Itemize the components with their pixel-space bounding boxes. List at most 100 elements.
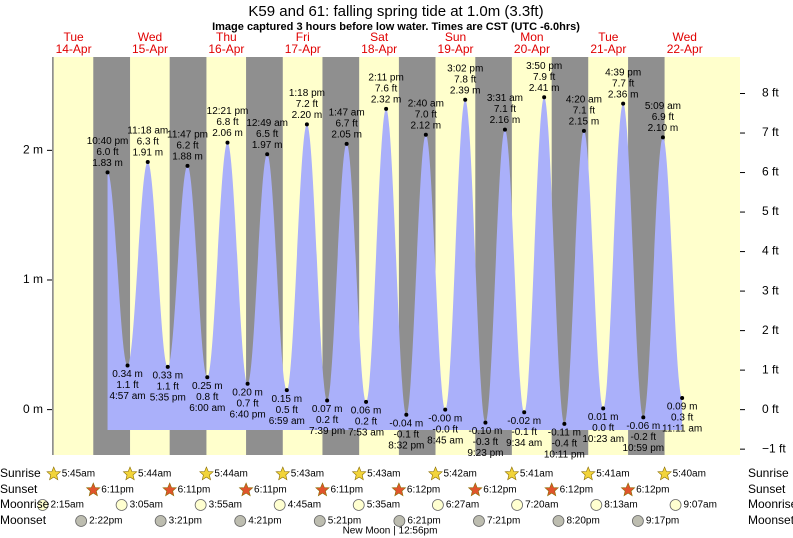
row-label-bg: [0, 467, 38, 481]
tide-label: 0.2 ft: [355, 416, 377, 427]
moon-icon: [669, 499, 682, 511]
event-time: 5:45am: [62, 469, 95, 480]
tide-label: 2.12 m: [411, 120, 442, 131]
tide-label: 6:00 am: [189, 403, 225, 414]
tide-point: [601, 406, 606, 411]
tide-label: 1.97 m: [252, 140, 283, 151]
tide-point: [660, 135, 665, 140]
day-date: 16-Apr: [208, 42, 244, 56]
day-name: Thu: [216, 30, 237, 44]
tide-label: 2.05 m: [331, 130, 362, 141]
tide-label: 3:31 am: [487, 93, 523, 104]
row-label-bg: [0, 498, 38, 512]
tide-label: 0.07 m: [312, 404, 343, 415]
row-label-bg: [0, 514, 38, 528]
row-label-right: Sunset: [748, 482, 786, 496]
tide-label: 6.3 ft: [137, 137, 159, 148]
y2-tick-label: 0 ft: [762, 402, 779, 416]
tide-point: [185, 163, 190, 168]
event-time: 5:41am: [520, 469, 553, 480]
tide-label: 5:09 am: [645, 101, 681, 112]
day-band: [53, 57, 94, 455]
moon-icon: [273, 499, 286, 511]
tide-label: 6.2 ft: [176, 141, 198, 152]
tide-label: 2.32 m: [371, 94, 402, 105]
tide-point: [105, 170, 110, 175]
tide-label: 6.7 ft: [336, 119, 358, 130]
tide-point: [245, 381, 250, 386]
tide-label: 6.8 ft: [216, 117, 238, 128]
day-date: 15-Apr: [132, 42, 168, 56]
sun-icon: [580, 466, 596, 481]
tide-label: 0.33 m: [152, 370, 183, 381]
day-name: Wed: [672, 30, 696, 44]
day-date: 17-Apr: [285, 42, 321, 56]
tide-label: 2.16 m: [490, 115, 521, 126]
tide-label: -0.06 m: [626, 421, 660, 432]
day-name: Tue: [63, 30, 84, 44]
event-time: 5:43am: [291, 469, 324, 480]
moon-icon: [431, 499, 444, 511]
tide-label: 2.06 m: [212, 128, 243, 139]
y2-tick-label: 7 ft: [762, 125, 779, 139]
tide-label: 7:53 am: [348, 427, 384, 438]
event-time: 6:12pm: [636, 485, 669, 496]
tide-point: [621, 101, 626, 106]
event-time: 9:17pm: [646, 516, 679, 527]
tide-label: 1:47 am: [329, 108, 365, 119]
tide-label: 5:35 pm: [150, 392, 186, 403]
row-label-bg: [0, 483, 38, 497]
event-time: 5:44am: [214, 469, 247, 480]
row-label: Sunrise: [0, 466, 41, 480]
tide-label: 2.10 m: [648, 123, 679, 134]
tide-label: 0.20 m: [232, 387, 263, 398]
tide-label: 7.9 ft: [533, 72, 555, 83]
y2-tick-label: −1 ft: [762, 441, 786, 455]
tide-label: 3:02 pm: [447, 63, 483, 74]
tide-label: 12:49 am: [246, 118, 288, 129]
tide-label: 0.06 m: [351, 405, 382, 416]
sun-icon: [162, 482, 178, 497]
tide-point: [581, 128, 586, 133]
tide-point: [423, 132, 428, 137]
tide-label: 0.3 ft: [671, 413, 693, 424]
event-time: 9:07am: [684, 500, 717, 511]
tide-label: -0.1 ft: [511, 427, 537, 438]
tide-point: [165, 364, 170, 369]
event-time: 4:45am: [288, 500, 321, 511]
sun-icon: [544, 482, 560, 497]
moon-icon: [115, 499, 128, 511]
tide-point: [364, 399, 369, 404]
tide-label: 7.6 ft: [375, 83, 397, 94]
tide-label: 0.09 m: [667, 402, 698, 413]
event-time: 2:15am: [51, 500, 84, 511]
tide-label: -0.02 m: [507, 416, 541, 427]
tide-point: [205, 375, 210, 380]
event-time: 6:12pm: [560, 485, 593, 496]
tide-label: 6:40 pm: [230, 409, 266, 420]
tide-point: [562, 421, 567, 426]
event-time: 5:44am: [138, 469, 171, 480]
tide-label: 11:11 am: [662, 424, 702, 435]
event-time: 5:41am: [596, 469, 629, 480]
tide-label: 9:34 am: [506, 438, 542, 449]
tide-point: [542, 95, 547, 100]
tide-label: 0.34 m: [112, 369, 143, 380]
event-time: 3:55am: [209, 500, 242, 511]
tide-label: 6.5 ft: [256, 129, 278, 140]
tide-point: [384, 106, 389, 111]
tide-label: 7.7 ft: [612, 78, 634, 89]
y2-tick-label: 6 ft: [762, 165, 779, 179]
event-time: 6:11pm: [254, 485, 287, 496]
y2-tick-label: 4 ft: [762, 244, 779, 258]
tide-label: 0.15 m: [272, 394, 303, 405]
day-name: Wed: [138, 30, 162, 44]
tide-label: 6:59 am: [269, 416, 305, 427]
tide-label: 10:40 pm: [87, 136, 129, 147]
tide-label: 7.1 ft: [494, 104, 516, 115]
tide-label: 7.8 ft: [454, 74, 476, 85]
chart-title: K59 and 61: falling spring tide at 1.0m …: [248, 3, 543, 20]
tide-label: 0.5 ft: [276, 405, 298, 416]
moon-icon: [194, 499, 207, 511]
tide-label: 1.91 m: [132, 148, 163, 159]
